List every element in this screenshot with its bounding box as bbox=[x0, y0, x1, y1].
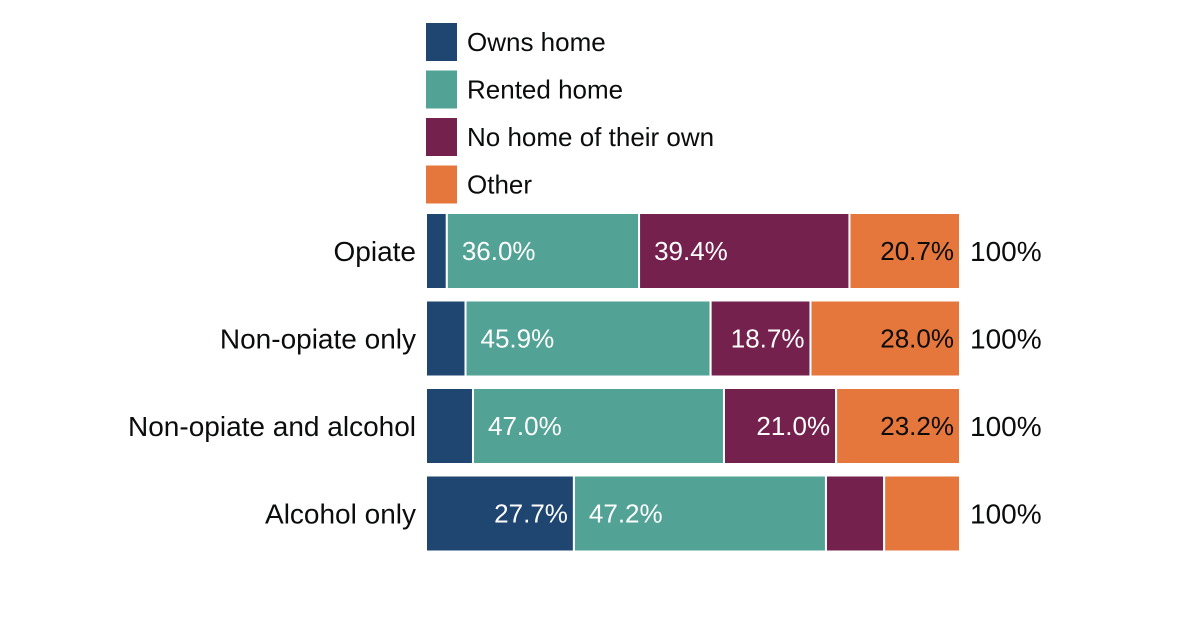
bar-alcohol-only-owns-home bbox=[425, 474, 575, 553]
bar-opiate-other bbox=[848, 212, 961, 290]
bar-alcohol-only-no-home-of-their-own bbox=[824, 474, 886, 553]
bar-non-opiate-and-alcohol-rented-home bbox=[471, 387, 725, 465]
bar-non-opiate-only-no-home-of-their-own bbox=[709, 299, 812, 378]
data-label-non-opiate-and-alcohol-rented-home: 47.0% bbox=[488, 411, 562, 441]
category-label-non-opiate-only: Non-opiate only bbox=[220, 324, 416, 355]
bar-non-opiate-only-other bbox=[809, 299, 961, 378]
legend-swatch-other bbox=[426, 165, 457, 204]
legend: Owns home Rented home No home of their own… bbox=[426, 23, 714, 204]
bars: Opiate 36.0% 39.4% 20.7% 100% Non-opiate only… bbox=[128, 212, 1042, 553]
data-label-non-opiate-only-rented-home: 45.9% bbox=[481, 324, 555, 354]
bar-non-opiate-and-alcohol-no-home-of-their-own bbox=[722, 387, 838, 465]
data-label-opiate-rented-home: 36.0% bbox=[462, 236, 536, 266]
bar-alcohol-only-other bbox=[883, 474, 961, 553]
category-label-opiate: Opiate bbox=[334, 236, 417, 267]
total-label-alcohol-only: 100% bbox=[970, 499, 1042, 530]
data-label-alcohol-only-owns-home: 27.7% bbox=[494, 499, 568, 529]
bar-non-opiate-and-alcohol-other bbox=[835, 387, 961, 465]
data-label-non-opiate-and-alcohol-other: 23.2% bbox=[880, 411, 954, 441]
data-label-non-opiate-only-no-home-of-their-own: 18.7% bbox=[731, 324, 805, 354]
data-label-non-opiate-and-alcohol-no-home-of-their-own: 21.0% bbox=[756, 411, 830, 441]
total-label-opiate: 100% bbox=[970, 236, 1042, 267]
data-label-alcohol-only-rented-home: 47.2% bbox=[589, 499, 663, 529]
data-label-opiate-no-home-of-their-own: 39.4% bbox=[654, 236, 728, 266]
bar-non-opiate-only-owns-home bbox=[425, 299, 467, 378]
legend-label-no-home-of-their-own: No home of their own bbox=[467, 122, 714, 152]
bar-non-opiate-and-alcohol-owns-home bbox=[425, 387, 474, 465]
category-label-non-opiate-and-alcohol: Non-opiate and alcohol bbox=[128, 411, 416, 442]
legend-swatch-rented-home bbox=[426, 70, 457, 109]
data-label-opiate-other: 20.7% bbox=[880, 236, 954, 266]
total-label-non-opiate-and-alcohol: 100% bbox=[970, 411, 1042, 442]
bar-opiate-owns-home bbox=[425, 212, 448, 290]
bar-opiate-no-home-of-their-own bbox=[638, 212, 851, 290]
legend-swatch-owns-home bbox=[426, 23, 457, 61]
category-label-alcohol-only: Alcohol only bbox=[265, 499, 416, 530]
bar-opiate-rented-home bbox=[445, 212, 641, 290]
data-label-non-opiate-only-other: 28.0% bbox=[880, 324, 954, 354]
total-label-non-opiate-only: 100% bbox=[970, 324, 1042, 355]
legend-label-other: Other bbox=[467, 170, 532, 200]
legend-label-rented-home: Rented home bbox=[467, 75, 623, 105]
legend-label-owns-home: Owns home bbox=[467, 27, 606, 57]
legend-swatch-no-home-of-their-own bbox=[426, 118, 457, 156]
